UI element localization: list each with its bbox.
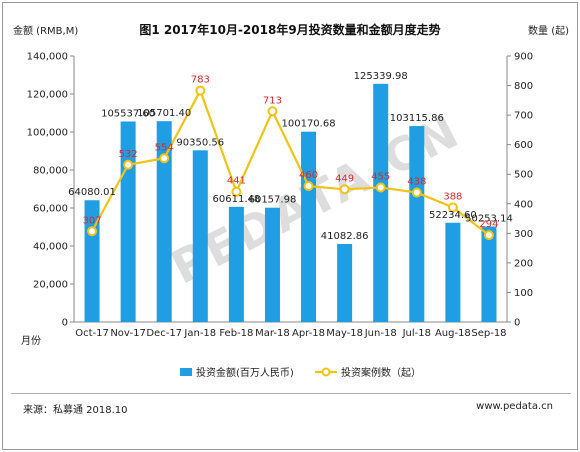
footer-source: 来源：私募通 2018.10	[23, 405, 128, 416]
bar	[228, 206, 244, 322]
count-point	[375, 182, 386, 193]
bar-value-label: 103115.86	[390, 113, 444, 124]
count-point	[339, 184, 350, 195]
footer-divider	[11, 393, 571, 394]
count-point	[195, 85, 206, 96]
y-left-tick-label: 60,000	[33, 204, 68, 215]
count-point	[123, 159, 134, 170]
bar-value-label: 60157.98	[249, 195, 297, 206]
bar-value-label: 125339.98	[354, 71, 408, 82]
bar	[409, 126, 425, 322]
footer-url: www.pedata.cn	[476, 401, 553, 412]
count-value-label: 438	[407, 177, 426, 188]
legend-label-amount: 投资金额(百万人民币)	[196, 366, 294, 379]
bar	[192, 150, 208, 322]
x-tick-label: Feb-18	[219, 328, 253, 339]
bar	[481, 226, 497, 322]
chart-title: 图1 2017年10月-2018年9月投资数量和金额月度走势	[139, 22, 440, 37]
x-tick-label: Aug-18	[435, 328, 471, 339]
bar	[264, 207, 280, 322]
y-left-axis-title: 金额 (RMB,M)	[13, 24, 78, 37]
count-point	[303, 181, 314, 192]
y-right-tick-label: 300	[514, 229, 533, 240]
bar-value-label: 60611.48	[213, 194, 261, 205]
y-left-tick-label: 100,000	[27, 128, 68, 139]
count-value-label: 554	[155, 142, 174, 153]
y-left-tick-label: 120,000	[27, 90, 68, 101]
count-point	[411, 187, 422, 198]
count-value-label: 713	[263, 95, 282, 106]
x-tick-label: Apr-18	[292, 328, 325, 339]
x-axis-end-label: 月份	[21, 335, 41, 347]
count-point	[267, 106, 278, 117]
bar	[301, 131, 317, 322]
bar-value-label: 105537.60	[101, 108, 155, 119]
x-tick-label: Jun-18	[364, 328, 397, 339]
x-tick-label: Jan-18	[183, 328, 216, 339]
count-value-label: 307	[82, 215, 101, 226]
count-point	[447, 202, 458, 213]
y-right-tick-label: 900	[514, 52, 533, 63]
bar	[373, 83, 389, 322]
count-value-label: 455	[371, 172, 390, 183]
count-value-label: 783	[191, 75, 210, 86]
bar-value-label: 90350.56	[176, 137, 224, 148]
y-right-tick-label: 800	[514, 81, 533, 92]
y-right-tick-label: 0	[514, 318, 520, 329]
bar-value-label: 41082.86	[321, 231, 369, 242]
legend-swatch-amount	[180, 368, 192, 376]
x-tick-label: Dec-17	[146, 328, 182, 339]
y-left-tick-label: 0	[62, 318, 68, 329]
count-value-label: 294	[479, 219, 498, 230]
y-left-tick-label: 40,000	[33, 242, 68, 253]
bar	[337, 243, 353, 322]
y-right-tick-label: 400	[514, 199, 533, 210]
count-point	[483, 230, 494, 241]
legend-label-count: 投资案例数（起）	[341, 366, 421, 379]
count-point	[87, 226, 98, 237]
chart-svg: PEDATA.CN图1 2017年10月-2018年9月投资数量和金额月度走势金…	[13, 22, 569, 379]
y-right-tick-label: 500	[514, 170, 533, 181]
y-right-tick-label: 100	[514, 288, 533, 299]
x-tick-label: Mar-18	[255, 328, 290, 339]
count-value-label: 532	[119, 149, 138, 160]
y-right-tick-label: 200	[514, 258, 533, 269]
x-tick-label: Sep-18	[471, 328, 506, 339]
x-tick-label: Oct-17	[75, 328, 109, 339]
count-value-label: 460	[299, 170, 318, 181]
x-tick-label: Nov-17	[110, 328, 146, 339]
bar-value-label: 52234.60	[429, 210, 477, 221]
bar-value-label: 105701.40	[137, 108, 191, 119]
y-right-tick-label: 600	[514, 140, 533, 151]
legend-marker-count	[321, 367, 331, 377]
count-value-label: 388	[443, 191, 462, 202]
count-point	[231, 186, 242, 197]
bar-value-label: 100170.68	[282, 119, 336, 130]
x-tick-label: Jul-18	[402, 328, 431, 339]
count-value-label: 449	[335, 173, 354, 184]
bar-value-label: 64080.01	[68, 187, 116, 198]
count-value-label: 441	[227, 176, 246, 187]
y-right-axis-title: 数量 (起)	[528, 24, 569, 37]
bar-value-label: 50253.14	[465, 214, 513, 225]
y-left-tick-label: 80,000	[33, 166, 68, 177]
count-point	[159, 153, 170, 164]
bar	[156, 121, 172, 322]
y-left-tick-label: 140,000	[27, 52, 68, 63]
y-right-tick-label: 700	[514, 111, 533, 122]
y-left-tick-label: 20,000	[33, 280, 68, 291]
bar	[445, 222, 461, 322]
x-tick-label: May-18	[326, 328, 363, 339]
count-series-line	[91, 87, 490, 236]
